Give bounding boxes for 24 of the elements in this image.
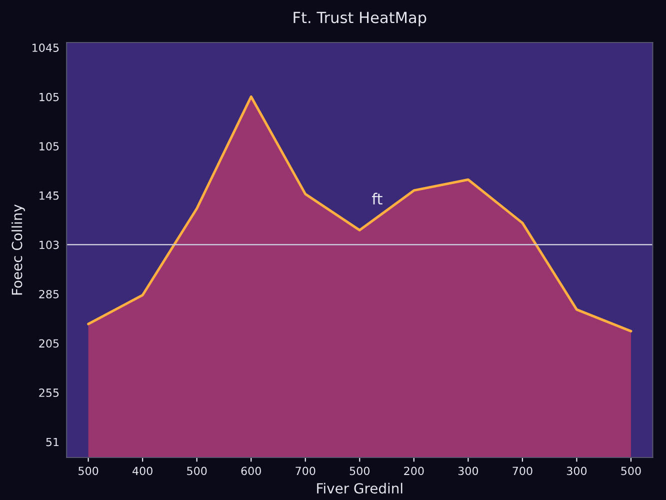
text: 285 — [39, 290, 59, 298]
annotation: ft — [372, 192, 382, 204]
x-tick-label: 500 — [78, 466, 98, 476]
text: 105 — [40, 142, 59, 151]
x-tick-label: 700 — [296, 466, 316, 476]
text: 205 — [39, 339, 59, 348]
x-tick-label: 300 — [458, 466, 478, 476]
text: 51 — [46, 438, 59, 446]
x-tick-label: 300 — [566, 466, 587, 476]
text: 105 — [40, 92, 59, 102]
y-axis-title: Foeec Colliny — [11, 204, 25, 295]
text: 1045 — [32, 44, 59, 52]
x-tick-label: 400 — [132, 466, 152, 476]
x-tick-label: 700 — [512, 466, 532, 476]
x-axis-title: Fiver Gredinl — [317, 482, 402, 494]
x-tick-label: 600 — [241, 466, 261, 476]
x-tick-label: 500 — [350, 466, 370, 476]
x-tick-label: 500 — [621, 466, 641, 476]
chart-title: Ft. Trust HeatMap — [294, 12, 426, 26]
x-tick-label: 500 — [187, 466, 207, 476]
text: 145 — [40, 192, 59, 200]
text: 255 — [39, 388, 59, 397]
x-tick-label: 200 — [404, 466, 424, 476]
text: 103 — [40, 240, 59, 250]
